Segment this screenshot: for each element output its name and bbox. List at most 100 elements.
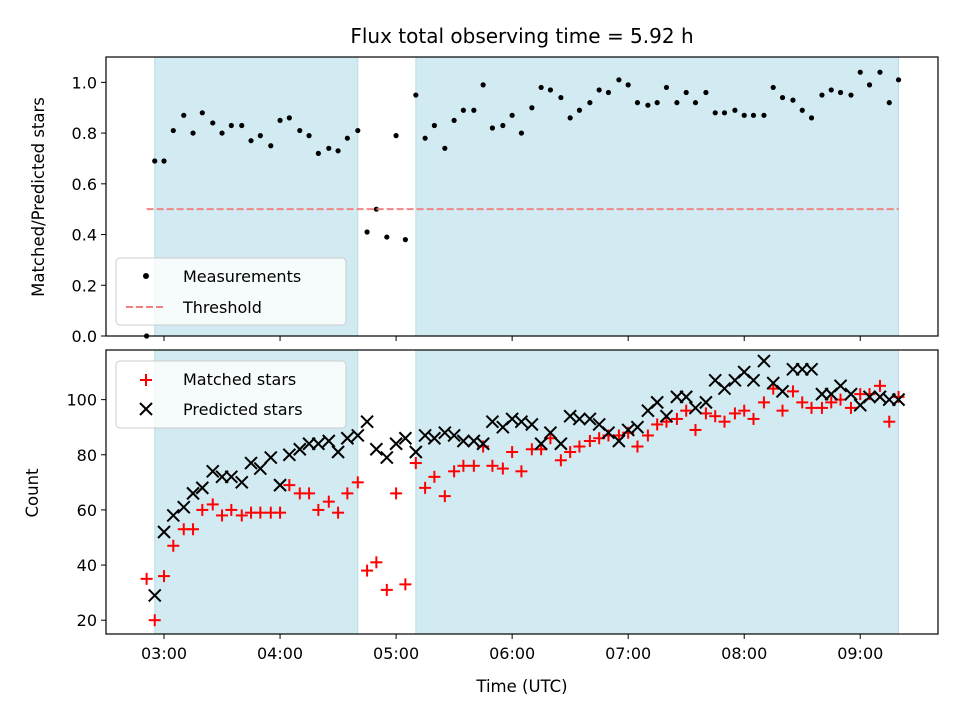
predicted-point xyxy=(525,417,539,432)
matched-point xyxy=(409,457,422,470)
matched-point xyxy=(554,454,567,467)
x-axis-label: Time (UTC) xyxy=(475,677,567,696)
matched-point xyxy=(506,446,519,459)
predicted-point xyxy=(572,412,587,426)
predicted-point xyxy=(534,437,548,451)
top-legend-box xyxy=(115,257,347,326)
measurement-point xyxy=(819,92,825,98)
matched-point xyxy=(322,495,335,508)
measurement-point xyxy=(547,87,554,93)
y-tick-label: 0.0 xyxy=(72,327,97,346)
matched-point xyxy=(564,446,577,459)
bottom-plot-area xyxy=(140,354,906,627)
measurement-point xyxy=(837,89,844,96)
matched-point xyxy=(341,487,354,500)
predicted-point xyxy=(264,450,278,465)
measurement-point xyxy=(219,130,225,136)
matched-point xyxy=(496,462,509,475)
matched-point xyxy=(312,503,325,516)
predicted-point xyxy=(746,373,761,388)
measurement-point xyxy=(297,127,303,134)
measurement-point xyxy=(741,112,747,118)
predicted-point xyxy=(380,450,394,465)
predicted-point xyxy=(253,461,268,476)
shaded-interval-2 xyxy=(415,56,900,337)
measurement-point xyxy=(277,117,283,124)
measurement-point xyxy=(489,125,496,131)
top-y-axis: 0.0 0.2 0.4 0.6 0.8 1.0 xyxy=(72,73,106,346)
measurement-point xyxy=(750,112,757,118)
chart-title: Flux total observing time = 5.92 h xyxy=(350,24,693,48)
predicted-point xyxy=(467,434,481,448)
measurement-point xyxy=(567,115,573,121)
matched-point xyxy=(680,404,693,417)
predicted-point xyxy=(659,409,674,423)
matched-point xyxy=(670,412,683,425)
matched-point xyxy=(140,572,153,585)
measurement-point xyxy=(480,82,486,88)
matched-point xyxy=(757,396,770,409)
measurement-point xyxy=(712,110,718,116)
matched-point xyxy=(351,476,364,489)
top-plot-area xyxy=(144,69,902,339)
shaded-interval-2 xyxy=(415,349,900,635)
bottom-panel: 20 40 60 80 100 03:00 04:00 05:00 06:00 07:00 08:… xyxy=(23,349,939,663)
measurement-point xyxy=(413,92,419,98)
matched-point xyxy=(438,490,451,503)
measurement-point xyxy=(373,206,379,212)
measurement-point xyxy=(799,107,805,113)
bottom-x-axis: 03:00 04:00 05:00 06:00 07:00 08:00 09:00 xyxy=(141,634,883,663)
matched-point xyxy=(815,401,828,414)
matched-point xyxy=(303,487,316,500)
matched-point xyxy=(467,459,480,472)
measurement-point xyxy=(634,100,641,106)
matched-point xyxy=(651,418,664,431)
measurement-point xyxy=(509,112,515,118)
matched-point xyxy=(158,570,171,583)
predicted-point xyxy=(514,414,529,429)
predicted-point xyxy=(157,525,171,539)
measurement-point xyxy=(257,133,263,139)
x-tick-label: 05:00 xyxy=(373,644,419,663)
bottom-y-axis: 20 40 60 80 100 xyxy=(66,391,106,630)
x-tick-label: 08:00 xyxy=(721,644,767,663)
matched-point xyxy=(457,459,470,472)
measurement-point xyxy=(199,110,205,116)
matched-point xyxy=(786,385,799,398)
predicted-point xyxy=(554,437,568,451)
predicted-point xyxy=(612,434,626,448)
predicted-point xyxy=(148,588,162,603)
predicted-point xyxy=(862,390,877,404)
measurement-point xyxy=(866,82,873,88)
predicted-point xyxy=(322,434,336,448)
measurement-point xyxy=(518,130,525,136)
measurement-point xyxy=(431,122,437,129)
predicted-point xyxy=(757,354,771,368)
measurement-point xyxy=(790,97,796,103)
predicted-point xyxy=(244,456,258,470)
matched-point xyxy=(390,487,403,500)
y-tick-label: 1.0 xyxy=(72,73,97,92)
matched-point xyxy=(361,564,374,577)
measurement-point xyxy=(364,229,370,235)
measurement-point xyxy=(306,133,312,139)
measurement-point xyxy=(422,135,428,141)
measurement-point xyxy=(471,107,477,113)
predicted-point xyxy=(476,437,490,451)
legend-measurements-label: Measurements xyxy=(183,267,301,286)
predicted-point xyxy=(543,426,558,440)
y-tick-label: 0.4 xyxy=(72,226,97,245)
matched-point xyxy=(283,479,296,492)
predicted-point xyxy=(351,428,365,443)
predicted-point xyxy=(282,448,297,462)
legend-matched-label: Matched stars xyxy=(183,370,296,389)
top-x-ticks xyxy=(163,336,861,341)
predicted-point xyxy=(630,420,645,434)
predicted-point xyxy=(389,437,403,451)
predicted-point xyxy=(456,434,471,448)
measurement-point xyxy=(895,77,902,83)
matched-point xyxy=(235,509,248,522)
measurement-point xyxy=(500,122,506,129)
bottom-legend-box xyxy=(115,360,347,429)
